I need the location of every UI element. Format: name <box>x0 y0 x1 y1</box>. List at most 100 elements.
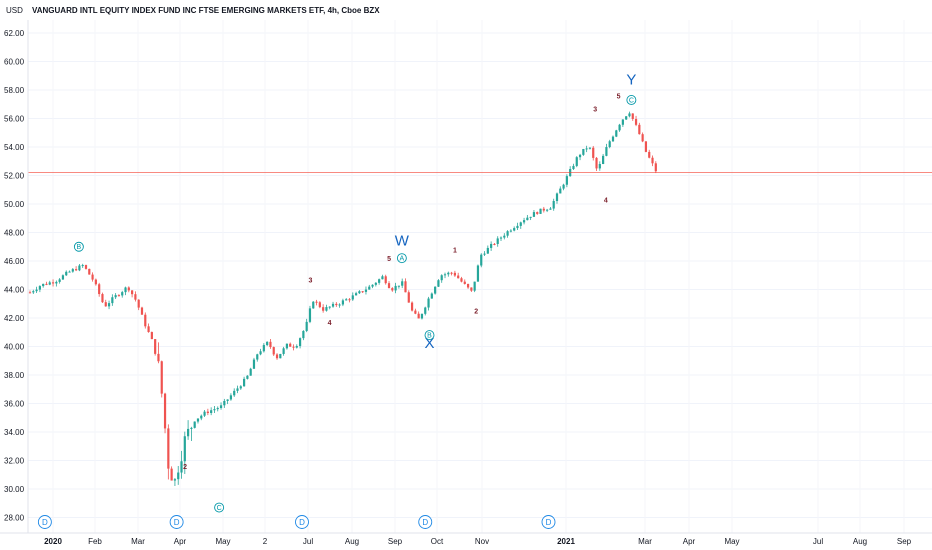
candle-body <box>282 348 285 354</box>
candle-body <box>114 295 117 298</box>
candle-body <box>160 361 163 394</box>
y-tick-label: 46.00 <box>4 257 25 266</box>
candle-body <box>374 282 377 285</box>
candle-body <box>486 247 489 254</box>
grid <box>28 20 932 533</box>
candle-body <box>539 208 542 214</box>
dividend-marker-label: D <box>42 518 48 527</box>
dividend-marker <box>295 515 309 529</box>
candle-body <box>490 243 493 248</box>
y-tick-label: 28.00 <box>4 514 25 523</box>
candle-body <box>302 330 305 339</box>
candle-body <box>503 235 506 238</box>
x-tick-label: Mar <box>131 537 145 546</box>
price-axis[interactable]: 62.00 60.00 58.00 56.00 54.00 52.00 50.00 48.00… <box>0 0 29 550</box>
candle-body <box>157 353 160 362</box>
x-tick-label: Sep <box>388 537 403 546</box>
candle-body <box>480 254 483 266</box>
candle-body <box>154 339 157 354</box>
candle-body <box>542 208 545 211</box>
candle-body <box>134 294 137 300</box>
dividend-marker-label: D <box>546 518 552 527</box>
y-tick-label: 34.00 <box>4 428 25 437</box>
candle-body <box>430 293 433 299</box>
wave-number-label: 1 <box>453 247 457 254</box>
candle-body <box>440 275 443 281</box>
candle-body <box>450 272 453 274</box>
candle-body <box>401 281 404 286</box>
candle-body <box>394 285 397 291</box>
candle-body <box>407 292 410 303</box>
candle-body <box>585 148 588 150</box>
candle-body <box>628 113 631 117</box>
candle-body <box>187 428 190 437</box>
wave-annotations: 3 4 5 1 2 3 4 5 2 W X Y B A B C C <box>73 71 636 513</box>
candle-body <box>575 157 578 166</box>
x-tick-label: Feb <box>88 537 102 546</box>
candle-body <box>648 151 651 158</box>
candle-body <box>98 284 101 295</box>
candle-body <box>246 375 249 379</box>
price-axis-bg <box>0 0 28 550</box>
candle-body <box>65 271 68 276</box>
candle-body <box>605 147 608 156</box>
candle-body <box>285 343 289 349</box>
circled-wave-label: A <box>400 256 405 263</box>
dividend-marker <box>418 515 433 529</box>
wave-letter-label: X <box>424 335 434 352</box>
candle-body <box>325 307 328 311</box>
x-tick-label: Mar <box>638 537 652 546</box>
candle-body <box>496 238 499 244</box>
candle-body <box>371 284 374 287</box>
candle-body <box>519 222 522 226</box>
y-tick-label: 62.00 <box>4 29 25 38</box>
time-axis[interactable]: 2020 Feb Mar Apr May 2 Jul Aug Sep Oct Nov 2021 Mar A… <box>0 532 932 546</box>
candle-body <box>71 269 74 272</box>
circled-wave-label: C <box>217 505 222 512</box>
candle-body <box>351 295 354 300</box>
candle-body <box>631 113 634 119</box>
candle-body <box>210 410 213 413</box>
candle-body <box>239 386 242 389</box>
candle-body <box>348 299 351 301</box>
candle-body <box>644 141 648 152</box>
candle-body <box>318 302 321 308</box>
x-tick-label: Apr <box>174 537 187 546</box>
circled-wave-label: C <box>629 97 634 104</box>
y-tick-label: 40.00 <box>4 343 25 352</box>
candle-body <box>536 212 539 214</box>
candle-body <box>226 399 229 401</box>
y-tick-label: 56.00 <box>4 115 25 124</box>
candle-body <box>78 265 81 271</box>
dividend-marker <box>37 515 52 529</box>
candle-body <box>75 269 78 271</box>
candle-body <box>526 217 529 221</box>
current-price-line: 52.20 <box>2 167 932 178</box>
candle-body <box>252 359 256 369</box>
candle-body <box>493 243 496 245</box>
candle-body <box>361 291 364 293</box>
candle-body <box>559 188 562 194</box>
candle-body <box>308 308 312 322</box>
candle-body <box>266 341 269 346</box>
candle-body <box>269 341 272 348</box>
candle-body <box>578 154 582 158</box>
candle-body <box>249 368 252 376</box>
candle-body <box>476 265 480 282</box>
candle-body <box>420 313 424 319</box>
y-tick-label: 58.00 <box>4 86 25 95</box>
candle-body <box>621 119 624 125</box>
wave-number-label: 2 <box>183 464 187 471</box>
candle-body <box>28 292 32 294</box>
candle-body <box>443 274 447 276</box>
wave-number-label: 4 <box>328 320 332 327</box>
wave-number-label: 2 <box>474 309 478 316</box>
wave-letter-label: Y <box>626 71 636 88</box>
candle-body <box>256 354 259 360</box>
y-tick-label: 44.00 <box>4 286 25 295</box>
circled-wave-marker <box>73 241 84 252</box>
y-tick-label: 36.00 <box>4 400 25 409</box>
candle-body <box>611 136 615 142</box>
